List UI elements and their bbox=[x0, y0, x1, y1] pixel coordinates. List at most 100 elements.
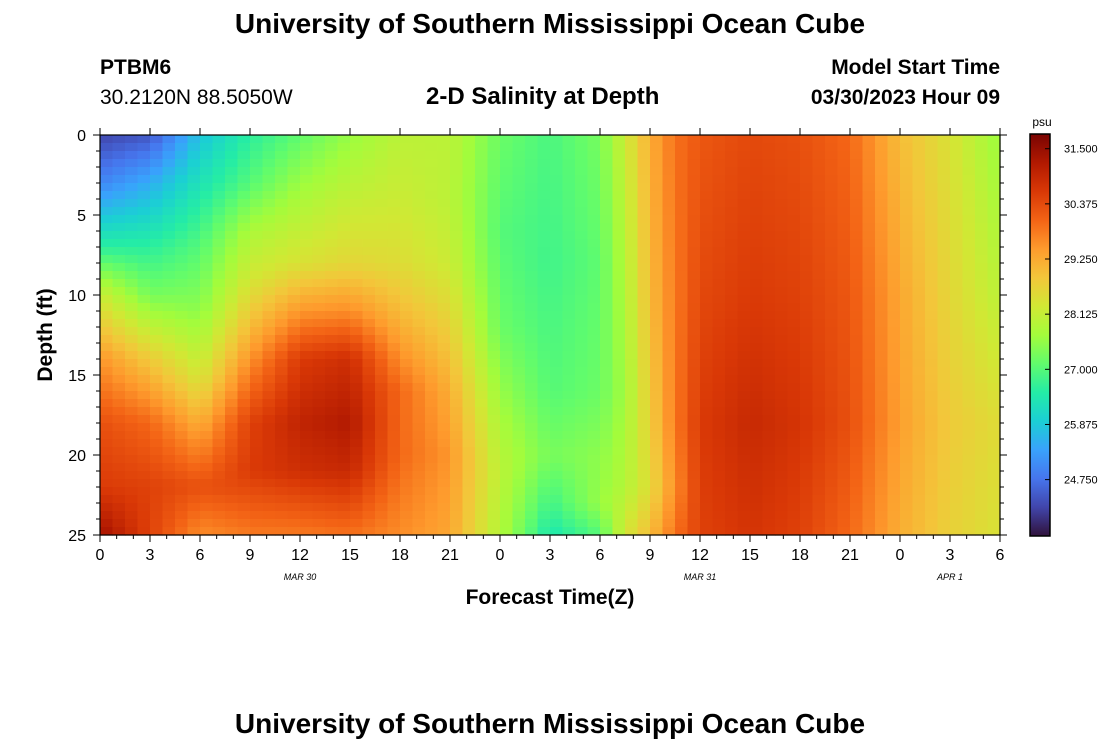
heatmap-cell bbox=[750, 519, 764, 528]
heatmap-cell bbox=[550, 511, 564, 520]
heatmap-cell bbox=[200, 391, 214, 400]
heatmap-cell bbox=[462, 175, 476, 184]
heatmap-cell bbox=[462, 151, 476, 160]
heatmap-cell bbox=[387, 383, 401, 392]
heatmap-cell bbox=[387, 439, 401, 448]
heatmap-cell bbox=[912, 311, 926, 320]
heatmap-cell bbox=[575, 423, 589, 432]
heatmap-cell bbox=[137, 183, 151, 192]
heatmap-cell bbox=[587, 167, 601, 176]
heatmap-cell bbox=[950, 143, 964, 152]
heatmap-cell bbox=[987, 327, 1001, 336]
heatmap-cell bbox=[225, 399, 239, 408]
heatmap-cell bbox=[550, 151, 564, 160]
heatmap-cell bbox=[487, 263, 501, 272]
heatmap-cell bbox=[725, 175, 739, 184]
heatmap-cell bbox=[300, 335, 314, 344]
heatmap-cell bbox=[825, 399, 839, 408]
heatmap-cell bbox=[287, 503, 301, 512]
heatmap-cell bbox=[525, 399, 539, 408]
heatmap-cell bbox=[525, 263, 539, 272]
heatmap-cell bbox=[800, 479, 814, 488]
heatmap-cell bbox=[412, 487, 426, 496]
heatmap-cell bbox=[725, 183, 739, 192]
heatmap-cell bbox=[712, 423, 726, 432]
heatmap-cell bbox=[775, 159, 789, 168]
heatmap-cell bbox=[387, 191, 401, 200]
heatmap-cell bbox=[362, 407, 376, 416]
heatmap-cell bbox=[212, 335, 226, 344]
heatmap-cell bbox=[337, 511, 351, 520]
heatmap-cell bbox=[550, 391, 564, 400]
heatmap-cell bbox=[412, 335, 426, 344]
heatmap-cell bbox=[412, 455, 426, 464]
heatmap-cell bbox=[762, 503, 776, 512]
heatmap-cell bbox=[187, 159, 201, 168]
heatmap-cell bbox=[825, 527, 839, 536]
heatmap-cell bbox=[950, 343, 964, 352]
heatmap-cell bbox=[725, 231, 739, 240]
heatmap-cell bbox=[225, 175, 239, 184]
heatmap-cell bbox=[412, 391, 426, 400]
heatmap-cell bbox=[512, 423, 526, 432]
heatmap-cell bbox=[200, 167, 214, 176]
heatmap-cell bbox=[962, 383, 976, 392]
heatmap-cell bbox=[237, 287, 251, 296]
heatmap-cell bbox=[937, 175, 951, 184]
heatmap-cell bbox=[812, 143, 826, 152]
heatmap-cell bbox=[550, 191, 564, 200]
heatmap-cell bbox=[412, 415, 426, 424]
heatmap-cell bbox=[800, 167, 814, 176]
heatmap-cell bbox=[675, 527, 689, 536]
heatmap-cell bbox=[575, 519, 589, 528]
heatmap-cell bbox=[587, 231, 601, 240]
heatmap-cell bbox=[337, 215, 351, 224]
heatmap-cell bbox=[187, 439, 201, 448]
heatmap-cell bbox=[712, 255, 726, 264]
heatmap-cell bbox=[537, 327, 551, 336]
heatmap-cell bbox=[975, 343, 989, 352]
heatmap-cell bbox=[662, 335, 676, 344]
heatmap-cell bbox=[287, 495, 301, 504]
heatmap-cell bbox=[150, 447, 164, 456]
heatmap-cell bbox=[487, 191, 501, 200]
heatmap-cell bbox=[100, 223, 114, 232]
heatmap-cell bbox=[437, 359, 451, 368]
heatmap-cell bbox=[675, 327, 689, 336]
heatmap-cell bbox=[462, 343, 476, 352]
heatmap-cell bbox=[800, 383, 814, 392]
x-tick-label: 9 bbox=[646, 547, 655, 564]
heatmap-cell bbox=[537, 423, 551, 432]
heatmap-cell bbox=[712, 375, 726, 384]
heatmap-cell bbox=[925, 239, 939, 248]
heatmap-cell bbox=[437, 231, 451, 240]
heatmap-cell bbox=[262, 167, 276, 176]
heatmap-cell bbox=[200, 231, 214, 240]
heatmap-cell bbox=[500, 247, 514, 256]
heatmap-cell bbox=[525, 239, 539, 248]
heatmap-cell bbox=[737, 223, 751, 232]
heatmap-cell bbox=[675, 383, 689, 392]
heatmap-cell bbox=[975, 503, 989, 512]
heatmap-cell bbox=[325, 375, 339, 384]
heatmap-cell bbox=[675, 167, 689, 176]
heatmap-cell bbox=[237, 279, 251, 288]
heatmap-cell bbox=[662, 527, 676, 536]
heatmap-cell bbox=[350, 311, 364, 320]
heatmap-cell bbox=[475, 439, 489, 448]
heatmap-cell bbox=[150, 151, 164, 160]
heatmap-cell bbox=[712, 511, 726, 520]
heatmap-cell bbox=[162, 311, 176, 320]
heatmap-cell bbox=[925, 327, 939, 336]
heatmap-cell bbox=[775, 175, 789, 184]
heatmap-cell bbox=[375, 455, 389, 464]
heatmap-cell bbox=[675, 175, 689, 184]
heatmap-cell bbox=[375, 487, 389, 496]
heatmap-cell bbox=[375, 383, 389, 392]
heatmap-cell bbox=[637, 391, 651, 400]
heatmap-cell bbox=[100, 399, 114, 408]
heatmap-cell bbox=[900, 263, 914, 272]
heatmap-cell bbox=[937, 135, 951, 144]
heatmap-cell bbox=[500, 407, 514, 416]
heatmap-cell bbox=[500, 207, 514, 216]
